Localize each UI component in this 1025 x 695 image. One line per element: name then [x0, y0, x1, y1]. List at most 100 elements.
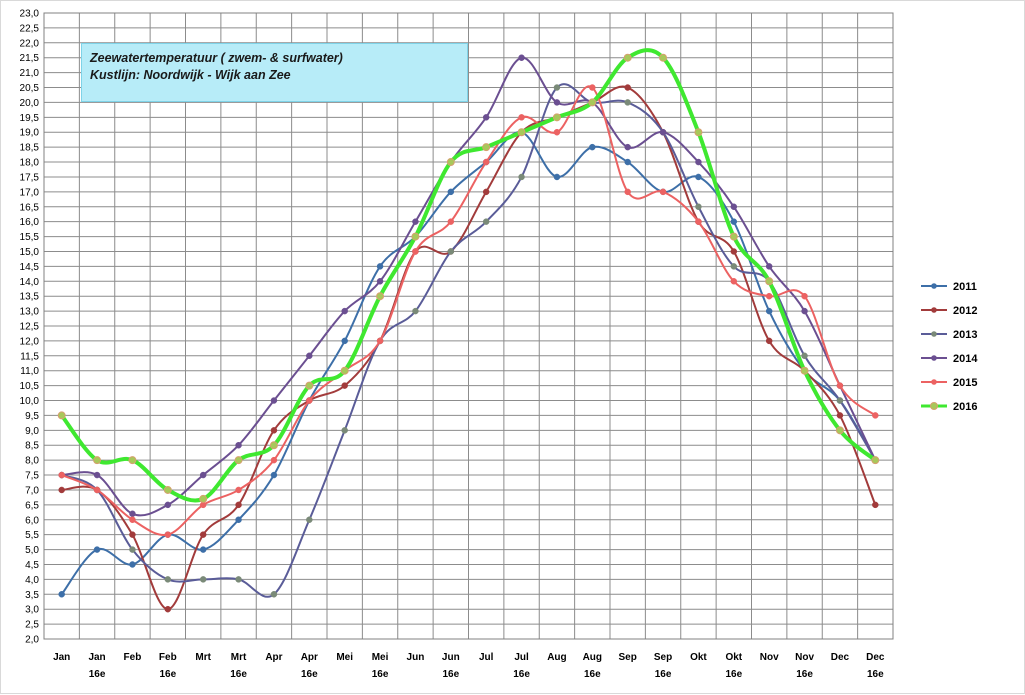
data-point-2011	[129, 561, 136, 568]
data-point-2015	[765, 292, 773, 300]
data-point-2015	[659, 188, 667, 196]
x-tick-sublabel: 16e	[584, 669, 601, 680]
y-tick-label: 6,0	[25, 515, 39, 526]
y-tick-label: 9,5	[25, 411, 39, 422]
data-point-2014	[306, 352, 313, 360]
y-tick-label: 18,5	[20, 143, 40, 154]
data-point-2012	[730, 248, 738, 255]
data-point-2016	[482, 143, 491, 152]
y-tick-label: 3,5	[25, 590, 39, 601]
data-point-2013	[624, 99, 631, 106]
y-tick-label: 18,0	[20, 158, 40, 169]
x-tick-sublabel: 16e	[513, 669, 530, 680]
legend-label-2016: 2016	[953, 401, 977, 413]
x-tick-label: Nov	[760, 652, 779, 663]
y-tick-label: 22,0	[20, 38, 40, 49]
data-point-2013	[199, 576, 207, 583]
data-point-2012	[270, 427, 278, 434]
y-tick-label: 9,0	[25, 426, 39, 437]
y-tick-label: 11,0	[20, 366, 39, 377]
x-tick-label: Dec	[866, 652, 885, 663]
data-point-2012	[129, 531, 136, 538]
data-point-2014	[235, 441, 242, 449]
data-point-2011	[624, 158, 631, 166]
data-point-2016	[729, 232, 738, 241]
data-point-2015	[376, 337, 384, 345]
data-point-2012	[872, 501, 879, 509]
data-point-2011	[341, 337, 348, 345]
x-tick-sublabel: 16e	[89, 669, 106, 680]
x-tick-label: Sep	[654, 652, 672, 663]
data-point-2013	[129, 546, 136, 553]
x-tick-label: Feb	[159, 652, 177, 663]
data-point-2012	[58, 486, 65, 494]
data-point-2013	[482, 218, 490, 225]
y-tick-label: 5,5	[25, 530, 39, 541]
data-point-2015	[235, 486, 242, 494]
x-tick-sublabel: 16e	[442, 669, 459, 680]
x-tick-label: Okt	[725, 652, 742, 663]
data-point-2013	[306, 516, 313, 524]
data-point-2013	[836, 397, 844, 404]
x-tick-label: Jan	[88, 652, 105, 663]
data-point-2014	[341, 307, 348, 315]
legend-marker-2012	[931, 307, 937, 313]
y-tick-label: 2,0	[25, 635, 39, 646]
y-tick-label: 4,0	[25, 575, 39, 586]
data-point-2016	[199, 494, 208, 503]
data-point-2014	[765, 263, 773, 270]
data-point-2016	[411, 232, 420, 241]
y-tick-label: 16,0	[20, 217, 40, 228]
data-point-2011	[765, 307, 773, 315]
data-point-2013	[341, 427, 348, 434]
data-point-2015	[801, 292, 808, 300]
x-tick-label: Jun	[442, 652, 460, 663]
y-tick-label: 15,5	[20, 232, 40, 243]
x-tick-sublabel: 16e	[159, 669, 176, 680]
x-tick-sublabel: 16e	[867, 669, 884, 680]
y-tick-label: 14,0	[20, 277, 40, 288]
data-point-2011	[695, 173, 702, 181]
x-tick-sublabel: 16e	[725, 669, 742, 680]
data-point-2014	[93, 471, 101, 479]
data-point-2015	[164, 531, 172, 538]
y-tick-label: 17,5	[20, 172, 40, 183]
data-point-2016	[623, 53, 632, 62]
data-point-2016	[305, 381, 314, 390]
data-point-2013	[553, 84, 561, 91]
plot-area-border	[43, 12, 894, 640]
data-point-2011	[553, 173, 561, 181]
data-point-2014	[164, 501, 172, 509]
data-point-2013	[270, 591, 278, 598]
y-tick-label: 10,0	[20, 396, 40, 407]
y-tick-label: 13,5	[20, 292, 40, 303]
y-tick-label: 23,0	[20, 9, 40, 20]
x-tick-sublabel: 16e	[372, 669, 389, 680]
x-tick-sublabel: 16e	[301, 669, 318, 680]
data-point-2011	[447, 188, 455, 196]
y-tick-label: 4,5	[25, 560, 39, 571]
data-point-2013	[447, 248, 455, 255]
data-point-2014	[376, 278, 384, 285]
data-point-2013	[518, 173, 525, 181]
x-tick-label: Apr	[265, 652, 282, 663]
data-point-2015	[518, 114, 525, 121]
data-point-2016	[800, 366, 809, 375]
y-tick-label: 2,5	[25, 620, 39, 631]
data-point-2015	[553, 128, 561, 136]
data-point-2014	[412, 218, 419, 225]
y-tick-label: 5,0	[25, 545, 39, 556]
y-tick-label: 8,0	[25, 456, 39, 467]
legend-label-2012: 2012	[953, 305, 977, 317]
x-tick-label: Mrt	[195, 652, 211, 663]
x-tick-label: Mei	[336, 652, 353, 663]
y-tick-label: 17,0	[20, 187, 40, 198]
data-point-2014	[270, 397, 278, 404]
chart-title: Zeewatertemperatuur ( zwem- & surfwater)	[90, 51, 343, 65]
data-point-2016	[269, 441, 278, 450]
y-tick-label: 7,0	[25, 485, 39, 496]
y-tick-label: 13,0	[20, 307, 40, 318]
data-point-2013	[164, 576, 172, 583]
